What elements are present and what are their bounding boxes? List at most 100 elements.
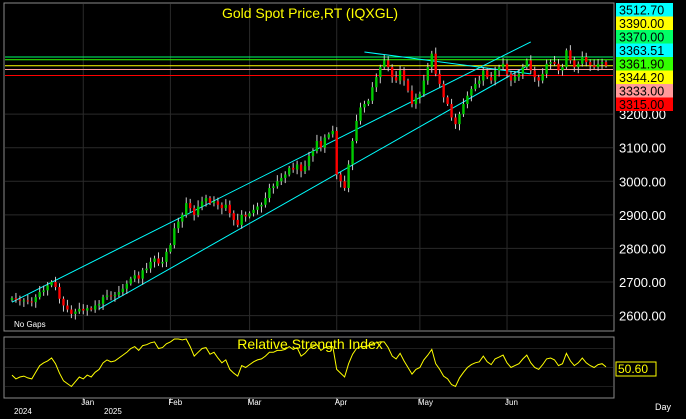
candle-body bbox=[521, 67, 525, 74]
candle-body bbox=[561, 67, 564, 71]
candle-body bbox=[10, 298, 14, 300]
candle-body bbox=[446, 97, 449, 105]
candle-body bbox=[149, 261, 152, 269]
price-tick-label: 3100.00 bbox=[619, 141, 666, 156]
candle-body bbox=[276, 181, 279, 187]
price-tick-label: 2700.00 bbox=[619, 275, 666, 290]
x-tick-label: May bbox=[418, 398, 433, 407]
candle-body bbox=[438, 73, 441, 84]
price-level-box bbox=[616, 43, 673, 57]
candle-body bbox=[363, 104, 366, 108]
candle-body bbox=[117, 292, 121, 295]
candle-body bbox=[14, 298, 18, 300]
candle-body bbox=[200, 201, 204, 207]
candle-body bbox=[410, 90, 414, 105]
candle-body bbox=[513, 77, 517, 81]
candle-body bbox=[284, 174, 287, 178]
candle-body bbox=[351, 140, 354, 165]
candle-body bbox=[161, 261, 164, 264]
candle-body bbox=[192, 208, 196, 215]
candle-body bbox=[553, 62, 556, 64]
candle-body bbox=[50, 281, 53, 286]
x-tick-label: Apr bbox=[335, 398, 348, 407]
candle-body bbox=[38, 292, 41, 298]
candle-body bbox=[121, 288, 125, 293]
price-level-labels: 3512.703390.003370.003363.513361.903344.… bbox=[616, 3, 673, 112]
candle-body bbox=[343, 181, 346, 188]
candle-body bbox=[78, 308, 81, 312]
candle-body bbox=[93, 305, 97, 310]
candle-body bbox=[34, 297, 37, 303]
candle-body bbox=[145, 268, 148, 271]
candlestick-series bbox=[10, 45, 608, 320]
candle-body bbox=[54, 281, 57, 288]
candle-body bbox=[454, 117, 457, 125]
candle-body bbox=[418, 93, 422, 98]
candle-body bbox=[252, 209, 255, 214]
candle-body bbox=[133, 275, 136, 279]
price-tick-label: 2900.00 bbox=[619, 208, 666, 223]
price-tick-label: 3000.00 bbox=[619, 174, 666, 189]
candle-body bbox=[347, 164, 350, 188]
candle-body bbox=[557, 63, 560, 71]
candle-body bbox=[588, 62, 592, 66]
candle-body bbox=[74, 311, 77, 314]
candle-body bbox=[42, 290, 45, 293]
candle-body bbox=[288, 167, 291, 175]
price-level-label: 3390.00 bbox=[619, 17, 664, 31]
candle-body bbox=[482, 70, 485, 81]
price-level-label: 3370.00 bbox=[619, 31, 664, 45]
price-level-box bbox=[616, 84, 673, 98]
candle-body bbox=[208, 198, 212, 204]
candle-body bbox=[70, 309, 73, 314]
candle-body bbox=[125, 283, 129, 289]
candle-body bbox=[256, 206, 259, 210]
candle-body bbox=[82, 308, 85, 311]
candle-body bbox=[291, 167, 295, 170]
candle-body bbox=[474, 83, 477, 89]
time-axis: 2024 Jan 2025 Feb Mar Apr May Jun bbox=[14, 398, 518, 416]
price-level-label: 3361.90 bbox=[619, 58, 664, 72]
candle-body bbox=[232, 213, 235, 220]
candle-body bbox=[311, 151, 315, 157]
price-level-box bbox=[616, 3, 673, 17]
candle-body bbox=[581, 57, 584, 64]
candle-body bbox=[236, 219, 239, 225]
candle-body bbox=[462, 104, 465, 115]
candle-body bbox=[541, 73, 544, 81]
x-tick-label: Feb bbox=[168, 398, 182, 407]
candle-body bbox=[604, 62, 608, 66]
candle-body bbox=[493, 70, 497, 81]
candle-body bbox=[165, 251, 168, 262]
rsi-value-box bbox=[615, 361, 657, 377]
candle-body bbox=[101, 297, 105, 304]
candle-body bbox=[272, 186, 275, 188]
candle-body bbox=[177, 221, 180, 229]
candle-body bbox=[489, 77, 493, 81]
candle-body bbox=[280, 177, 283, 182]
candle-body bbox=[505, 63, 509, 74]
candle-body bbox=[129, 278, 132, 284]
candle-body bbox=[228, 204, 231, 214]
candle-body bbox=[525, 60, 529, 68]
x-tick-label: Mar bbox=[248, 398, 262, 407]
candle-body bbox=[529, 60, 532, 71]
candle-body bbox=[573, 60, 576, 68]
price-level-label: 3315.00 bbox=[619, 98, 664, 112]
candle-body bbox=[359, 107, 362, 121]
candle-body bbox=[58, 287, 61, 299]
x-tick-label: Jan bbox=[81, 398, 94, 407]
trendline bbox=[364, 51, 531, 75]
candle-body bbox=[181, 214, 184, 222]
price-level-box bbox=[616, 16, 673, 30]
x-tick-label: 2025 bbox=[104, 407, 122, 416]
candle-body bbox=[569, 50, 572, 61]
x-tick-label: Jun bbox=[505, 398, 518, 407]
candle-body bbox=[303, 166, 307, 172]
candle-body bbox=[398, 70, 402, 81]
candle-body bbox=[22, 300, 26, 302]
candle-body bbox=[268, 187, 271, 199]
price-level-box bbox=[616, 30, 673, 44]
candle-body bbox=[137, 275, 140, 279]
price-level-label: 3333.00 bbox=[619, 85, 664, 99]
